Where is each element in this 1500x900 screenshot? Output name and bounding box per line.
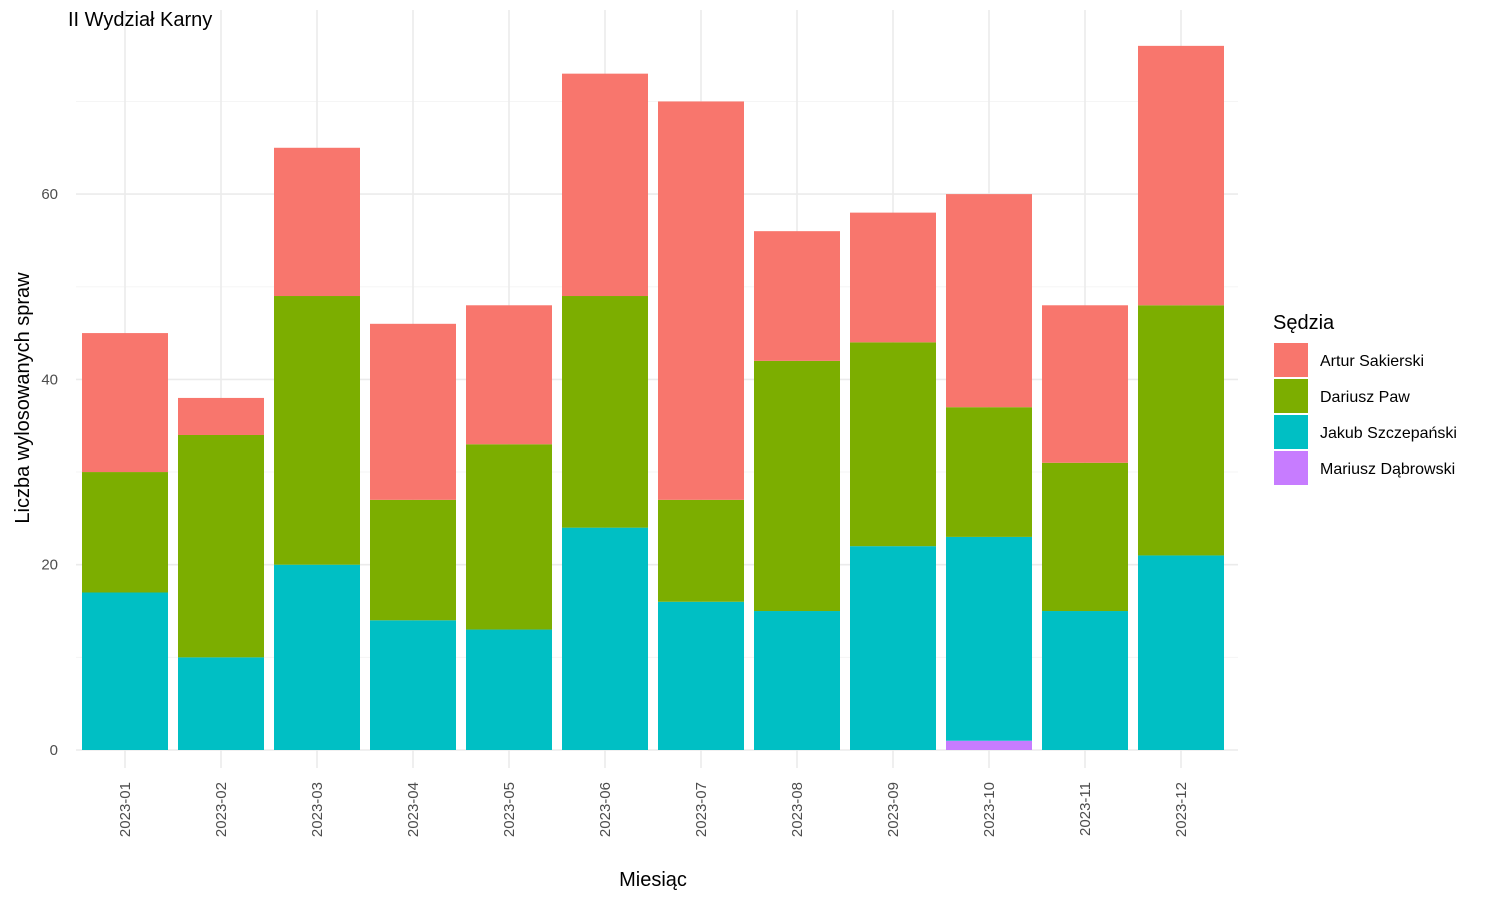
- bar-segment-mariusz-dabrowski-2023-10: [946, 740, 1032, 750]
- bar-segment-dariusz-paw-2023-01: [82, 472, 168, 593]
- bar-segment-dariusz-paw-2023-07: [658, 499, 744, 602]
- x-tick-label: 2023-05: [501, 782, 518, 837]
- bar-segment-dariusz-paw-2023-05: [466, 444, 552, 630]
- y-axis-ticks: 0 20 40 60: [41, 186, 58, 759]
- bar-segment-jakub-szczepanski-2023-04: [370, 620, 456, 750]
- bar-segment-jakub-szczepanski-2023-11: [1042, 611, 1128, 750]
- bar-segment-dariusz-paw-2023-04: [370, 499, 456, 621]
- bar-segment-jakub-szczepanski-2023-07: [658, 601, 744, 750]
- legend-key-jakub-szczepanski: [1274, 415, 1308, 449]
- bar-segment-jakub-szczepanski-2023-02: [178, 657, 264, 750]
- bars-group: [82, 45, 1224, 750]
- bar-segment-dariusz-paw-2023-11: [1042, 462, 1128, 612]
- bar-segment-artur-sakierski-2023-07: [658, 101, 744, 500]
- bar-segment-dariusz-paw-2023-12: [1138, 305, 1224, 556]
- x-tick-label: 2023-06: [597, 782, 614, 837]
- bar-segment-artur-sakierski-2023-08: [754, 231, 840, 361]
- x-tick-label: 2023-04: [405, 782, 422, 837]
- legend-key-dariusz-paw: [1274, 379, 1308, 413]
- bar-segment-dariusz-paw-2023-03: [274, 296, 360, 565]
- x-axis-title: Miesiąc: [619, 869, 687, 891]
- x-tick-label: 2023-10: [981, 782, 998, 837]
- chart-title: II Wydział Karny: [68, 9, 212, 31]
- legend-key-artur-sakierski: [1274, 343, 1308, 377]
- legend-label-dariusz-paw: Dariusz Paw: [1320, 389, 1410, 406]
- bar-segment-artur-sakierski-2023-11: [1042, 305, 1128, 463]
- bar-segment-artur-sakierski-2023-05: [466, 305, 552, 445]
- x-tick-label: 2023-08: [789, 782, 806, 837]
- bar-segment-jakub-szczepanski-2023-05: [466, 629, 552, 750]
- bar-segment-jakub-szczepanski-2023-12: [1138, 555, 1224, 750]
- bar-segment-artur-sakierski-2023-04: [370, 323, 456, 500]
- bar-segment-artur-sakierski-2023-06: [562, 73, 648, 297]
- bar-segment-jakub-szczepanski-2023-08: [754, 611, 840, 750]
- bar-segment-dariusz-paw-2023-10: [946, 407, 1032, 537]
- bar-segment-jakub-szczepanski-2023-06: [562, 527, 648, 750]
- legend-title: Sędzia: [1273, 312, 1335, 334]
- bar-segment-dariusz-paw-2023-02: [178, 434, 264, 658]
- bar-segment-artur-sakierski-2023-09: [850, 212, 936, 343]
- bar-segment-artur-sakierski-2023-12: [1138, 45, 1224, 306]
- legend: Sędzia Artur Sakierski Dariusz Paw Jakub S…: [1273, 312, 1457, 485]
- bar-segment-artur-sakierski-2023-10: [946, 194, 1032, 408]
- bar-segment-dariusz-paw-2023-08: [754, 360, 840, 612]
- y-tick-label: 0: [50, 742, 58, 759]
- bar-segment-artur-sakierski-2023-01: [82, 333, 168, 473]
- bar-segment-dariusz-paw-2023-09: [850, 342, 936, 547]
- legend-label-jakub-szczepanski: Jakub Szczepański: [1320, 425, 1457, 442]
- x-axis-ticks: 2023-01 2023-02 2023-03 2023-04 2023-05 2023-…: [117, 782, 1190, 837]
- y-tick-label: 40: [41, 371, 58, 388]
- x-tick-label: 2023-11: [1077, 782, 1094, 836]
- x-tick-label: 2023-01: [117, 782, 134, 837]
- x-tick-label: 2023-07: [693, 782, 710, 837]
- bar-segment-jakub-szczepanski-2023-09: [850, 546, 936, 750]
- bar-segment-jakub-szczepanski-2023-01: [82, 592, 168, 750]
- bar-segment-dariusz-paw-2023-06: [562, 296, 648, 528]
- y-tick-label: 20: [41, 557, 58, 574]
- legend-label-mariusz-dabrowski: Mariusz Dąbrowski: [1320, 461, 1455, 478]
- x-tick-label: 2023-02: [213, 782, 230, 837]
- legend-key-mariusz-dabrowski: [1274, 451, 1308, 485]
- bar-segment-jakub-szczepanski-2023-10: [946, 536, 1032, 741]
- y-axis-title: Liczba wylosowanych spraw: [12, 272, 34, 524]
- x-tick-label: 2023-12: [1173, 782, 1190, 837]
- bar-segment-artur-sakierski-2023-02: [178, 397, 264, 435]
- x-tick-label: 2023-09: [885, 782, 902, 837]
- legend-label-artur-sakierski: Artur Sakierski: [1320, 353, 1424, 370]
- y-tick-label: 60: [41, 186, 58, 203]
- x-tick-label: 2023-03: [309, 782, 326, 837]
- bar-segment-artur-sakierski-2023-03: [274, 147, 360, 297]
- bar-segment-jakub-szczepanski-2023-03: [274, 564, 360, 750]
